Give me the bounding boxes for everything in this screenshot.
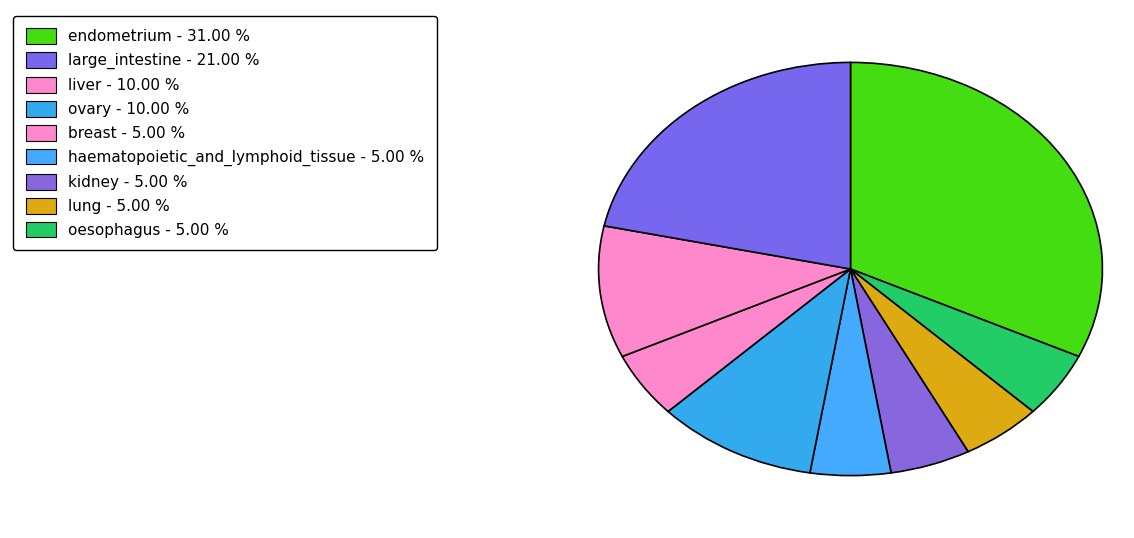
Wedge shape — [850, 269, 1033, 452]
Wedge shape — [668, 269, 850, 473]
Wedge shape — [810, 269, 891, 476]
Wedge shape — [850, 269, 1078, 412]
Wedge shape — [850, 269, 968, 473]
Wedge shape — [623, 269, 850, 412]
Legend: endometrium - 31.00 %, large_intestine - 21.00 %, liver - 10.00 %, ovary - 10.00: endometrium - 31.00 %, large_intestine -… — [14, 16, 437, 250]
Wedge shape — [850, 62, 1102, 357]
Wedge shape — [599, 226, 850, 357]
Wedge shape — [604, 62, 850, 269]
